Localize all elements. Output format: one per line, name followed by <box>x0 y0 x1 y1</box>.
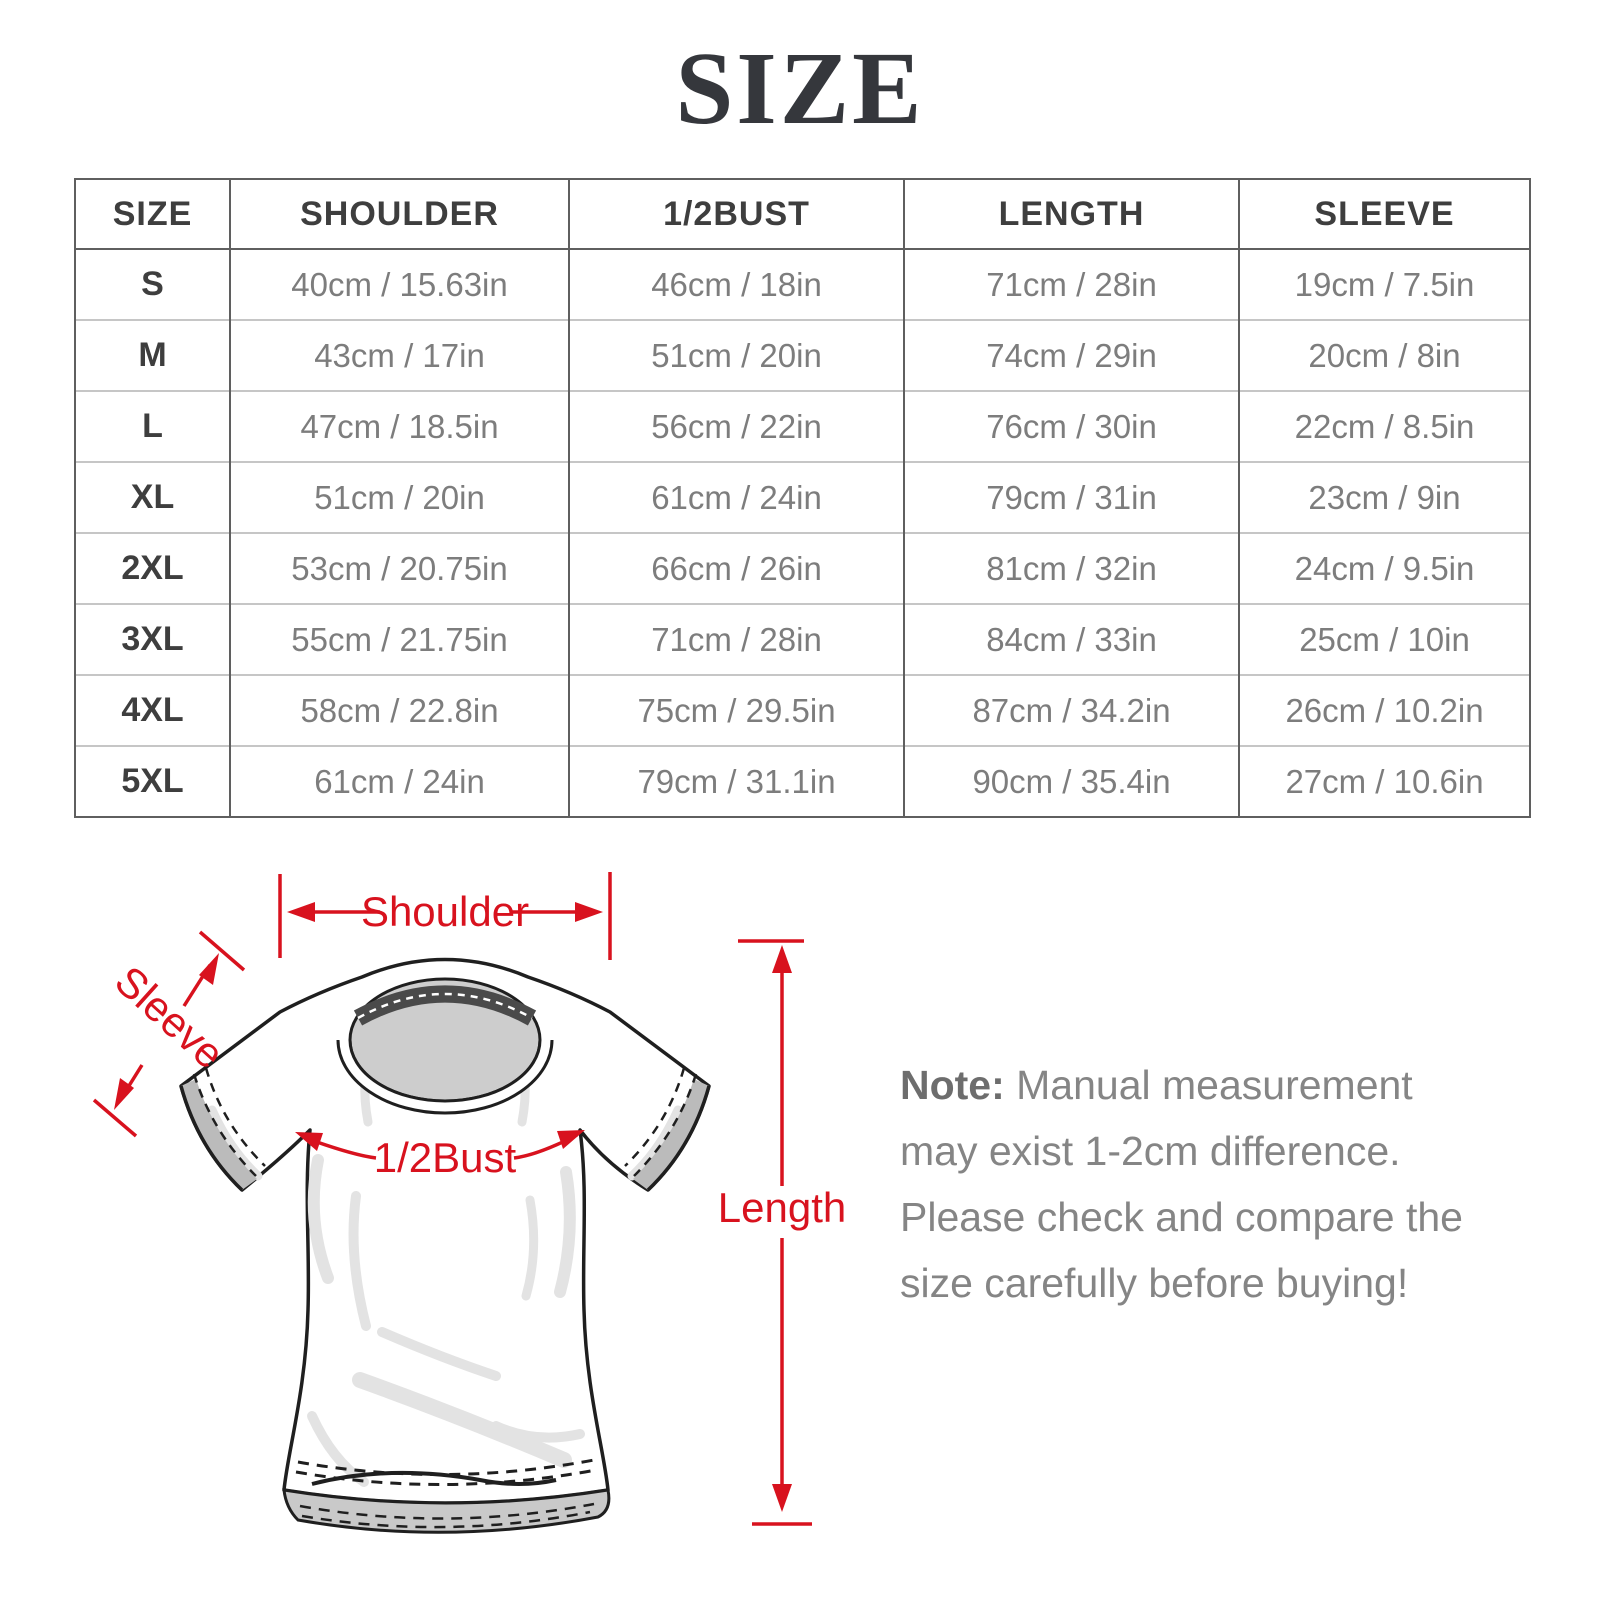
cell-size: L <box>74 390 231 462</box>
sleeve-top-tick <box>198 930 246 972</box>
cell-length: 90cm / 35.4in <box>903 745 1240 817</box>
cell-size: 5XL <box>74 745 231 817</box>
table-row: 4XL 58cm / 22.8in 75cm / 29.5in 87cm / 3… <box>74 674 1531 746</box>
cell-sleeve: 25cm / 10in <box>1238 603 1531 675</box>
table-row: 5XL 61cm / 24in 79cm / 31.1in 90cm / 35.… <box>74 745 1531 817</box>
cell-bust: 75cm / 29.5in <box>568 674 905 746</box>
shoulder-right-arrowhead <box>575 902 603 922</box>
right-cuff <box>624 1067 711 1192</box>
header-length: LENGTH <box>903 179 1240 250</box>
cell-length: 79cm / 31in <box>903 461 1240 533</box>
cell-sleeve: 24cm / 9.5in <box>1238 532 1531 604</box>
table-row: 2XL 53cm / 20.75in 66cm / 26in 81cm / 32… <box>74 532 1531 604</box>
note-text: Manual measurement may exist 1-2cm diffe… <box>900 1062 1463 1306</box>
table-row: L 47cm / 18.5in 56cm / 22in 76cm / 30in … <box>74 390 1531 462</box>
length-bottom-arrowhead <box>772 1484 792 1512</box>
cell-shoulder: 53cm / 20.75in <box>229 532 570 604</box>
shoulder-left-arrowhead <box>287 902 315 922</box>
bust-label: 1/2Bust <box>374 1134 517 1181</box>
cell-length: 84cm / 33in <box>903 603 1240 675</box>
cell-length: 76cm / 30in <box>903 390 1240 462</box>
cell-size: M <box>74 319 231 391</box>
header-sleeve: SLEEVE <box>1238 179 1531 250</box>
cell-size: 3XL <box>74 603 231 675</box>
cell-length: 87cm / 34.2in <box>903 674 1240 746</box>
note-label: Note: <box>900 1062 1005 1108</box>
header-bust: 1/2BUST <box>568 179 905 250</box>
cell-length: 71cm / 28in <box>903 248 1240 320</box>
cell-sleeve: 23cm / 9in <box>1238 461 1531 533</box>
cell-size: 4XL <box>74 674 231 746</box>
hem <box>282 1458 611 1534</box>
left-cuff <box>179 1067 266 1192</box>
cell-bust: 79cm / 31.1in <box>568 745 905 817</box>
cell-size: S <box>74 248 231 320</box>
cell-bust: 61cm / 24in <box>568 461 905 533</box>
table-row: 3XL 55cm / 21.75in 71cm / 28in 84cm / 33… <box>74 603 1531 675</box>
measurement-note: Note: Manual measurement may exist 1-2cm… <box>900 1052 1500 1316</box>
page-title: SIZE <box>675 31 925 146</box>
cell-shoulder: 61cm / 24in <box>229 745 570 817</box>
cell-sleeve: 20cm / 8in <box>1238 319 1531 391</box>
bust-dimension <box>295 1130 585 1160</box>
cell-shoulder: 55cm / 21.75in <box>229 603 570 675</box>
cell-bust: 56cm / 22in <box>568 390 905 462</box>
tshirt-drawing <box>179 957 711 1534</box>
cell-length: 81cm / 32in <box>903 532 1240 604</box>
cell-bust: 66cm / 26in <box>568 532 905 604</box>
bust-right-arrowhead <box>557 1130 585 1149</box>
tshirt-measurement-diagram: Shoulder Sleeve 1/2Bust Length <box>92 872 846 1534</box>
cell-bust: 46cm / 18in <box>568 248 905 320</box>
table-row: M 43cm / 17in 51cm / 20in 74cm / 29in 20… <box>74 319 1531 391</box>
cell-sleeve: 19cm / 7.5in <box>1238 248 1531 320</box>
cell-shoulder: 43cm / 17in <box>229 319 570 391</box>
length-dimension <box>738 939 812 1526</box>
size-chart-table: SIZE SHOULDER 1/2BUST LENGTH SLEEVE S 40… <box>74 178 1531 818</box>
header-size: SIZE <box>74 179 231 250</box>
table-row: S 40cm / 15.63in 46cm / 18in 71cm / 28in… <box>74 248 1531 320</box>
cell-bust: 71cm / 28in <box>568 603 905 675</box>
cell-sleeve: 26cm / 10.2in <box>1238 674 1531 746</box>
collar <box>336 977 554 1115</box>
cell-size: 2XL <box>74 532 231 604</box>
cell-sleeve: 27cm / 10.6in <box>1238 745 1531 817</box>
sleeve-bottom-tick <box>92 1098 138 1138</box>
sleeve-bottom-arrowhead <box>114 1078 134 1110</box>
bust-left-arrowhead <box>295 1132 323 1151</box>
cell-shoulder: 58cm / 22.8in <box>229 674 570 746</box>
shoulder-dimension <box>278 872 612 960</box>
cell-shoulder: 40cm / 15.63in <box>229 248 570 320</box>
cell-shoulder: 47cm / 18.5in <box>229 390 570 462</box>
measurement-annotations <box>92 872 812 1526</box>
sleeve-dimension <box>92 930 246 1138</box>
cell-shoulder: 51cm / 20in <box>229 461 570 533</box>
cell-bust: 51cm / 20in <box>568 319 905 391</box>
sleeve-top-arrowhead <box>199 953 219 985</box>
cell-sleeve: 22cm / 8.5in <box>1238 390 1531 462</box>
table-header-row: SIZE SHOULDER 1/2BUST LENGTH SLEEVE <box>74 179 1531 250</box>
table-row: XL 51cm / 20in 61cm / 24in 79cm / 31in 2… <box>74 461 1531 533</box>
shoulder-label: Shoulder <box>361 888 529 935</box>
cell-size: XL <box>74 461 231 533</box>
cell-length: 74cm / 29in <box>903 319 1240 391</box>
header-shoulder: SHOULDER <box>229 179 570 250</box>
length-label: Length <box>718 1184 846 1231</box>
